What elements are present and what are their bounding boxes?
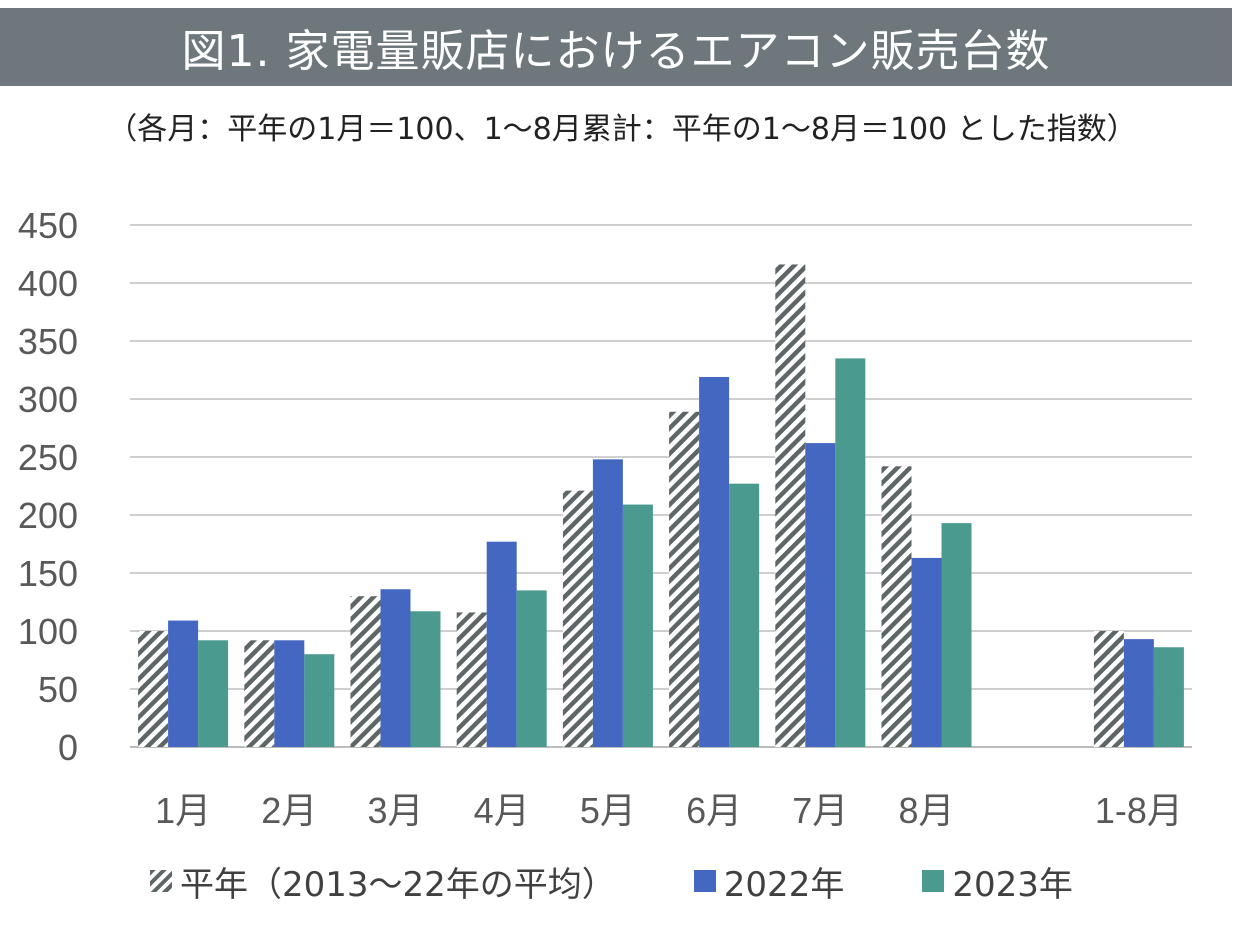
bar-2022: [486, 541, 517, 747]
legend-label-normal: 平年（2013～22年の平均）: [180, 864, 616, 905]
axis-labels: 0 50 100 150 200 250 300 350 400 450 1月 2月 3月 4月 5月 6月 7…: [18, 205, 1183, 831]
bar-normal: [138, 631, 169, 747]
x-tick-label: 2月: [261, 790, 317, 831]
y-tick-label: 250: [18, 437, 78, 478]
bar-normal: [669, 411, 700, 747]
y-tick-label: 400: [18, 263, 78, 304]
bar-2022: [380, 589, 411, 747]
bar-normal: [1093, 631, 1124, 747]
legend-swatch-normal: [150, 870, 172, 892]
x-tick-label: 4月: [474, 790, 530, 831]
x-tick-label: 3月: [367, 790, 423, 831]
bar-2023: [729, 483, 760, 747]
chart-title: 図1. 家電量販店におけるエアコン販売台数: [181, 26, 1051, 77]
bar-2022: [592, 459, 623, 747]
chart-subtitle: （各月：平年の1月＝100、1～8月累計：平年の1～8月＝100 とした指数）: [107, 112, 1137, 147]
x-tick-label: 6月: [686, 790, 742, 831]
bar-2023: [1153, 647, 1184, 747]
legend-item-normal: 平年（2013～22年の平均）: [150, 857, 616, 906]
legend-swatch-2022: [693, 870, 716, 892]
y-tick-label: 350: [18, 321, 78, 362]
bars: [138, 264, 1184, 747]
legend: 平年（2013～22年の平均） 2022年 2023年: [150, 856, 1151, 906]
bar-2023: [622, 504, 653, 747]
bar-2022: [805, 443, 836, 747]
y-tick-label: 50: [38, 669, 78, 710]
x-tick-label: 1-8月: [1095, 790, 1183, 831]
x-tick-label: 5月: [580, 790, 636, 831]
bar-2023: [304, 654, 335, 747]
y-tick-label: 150: [18, 553, 78, 594]
x-tick-label: 7月: [792, 790, 848, 831]
bar-2022: [699, 376, 730, 747]
legend-item-2022: 2022年: [693, 857, 845, 906]
bar-normal: [350, 596, 381, 747]
x-tick-label: 8月: [898, 790, 954, 831]
bar-2023: [835, 358, 866, 747]
bar-2022: [911, 557, 942, 747]
bar-2022: [168, 620, 199, 747]
x-tick-label: 1月: [155, 790, 211, 831]
y-tick-label: 100: [18, 611, 78, 652]
legend-label-2023: 2023年: [952, 864, 1073, 905]
bar-2022: [1123, 639, 1154, 747]
bar-normal: [775, 264, 806, 747]
bar-chart: 0 50 100 150 200 250 300 350 400 450 1月 2月 3月 4月 5月 6月 7…: [18, 205, 1192, 831]
bar-normal: [456, 612, 487, 747]
title-bar: 図1. 家電量販店におけるエアコン販売台数: [0, 8, 1232, 86]
bar-2022: [274, 640, 305, 747]
bar-normal: [562, 490, 593, 747]
legend-swatch-2023: [922, 870, 945, 892]
legend-item-2023: 2023年: [922, 857, 1073, 906]
y-tick-label: 200: [18, 495, 78, 536]
bar-normal: [244, 640, 275, 747]
bar-normal: [881, 466, 912, 747]
y-tick-label: 300: [18, 379, 78, 420]
bar-2023: [410, 611, 441, 747]
bar-2023: [516, 590, 547, 747]
bar-2023: [941, 523, 972, 747]
bar-2023: [198, 640, 229, 747]
y-tick-label: 450: [18, 205, 78, 246]
legend-label-2022: 2022年: [723, 864, 845, 905]
y-tick-label: 0: [58, 727, 78, 768]
